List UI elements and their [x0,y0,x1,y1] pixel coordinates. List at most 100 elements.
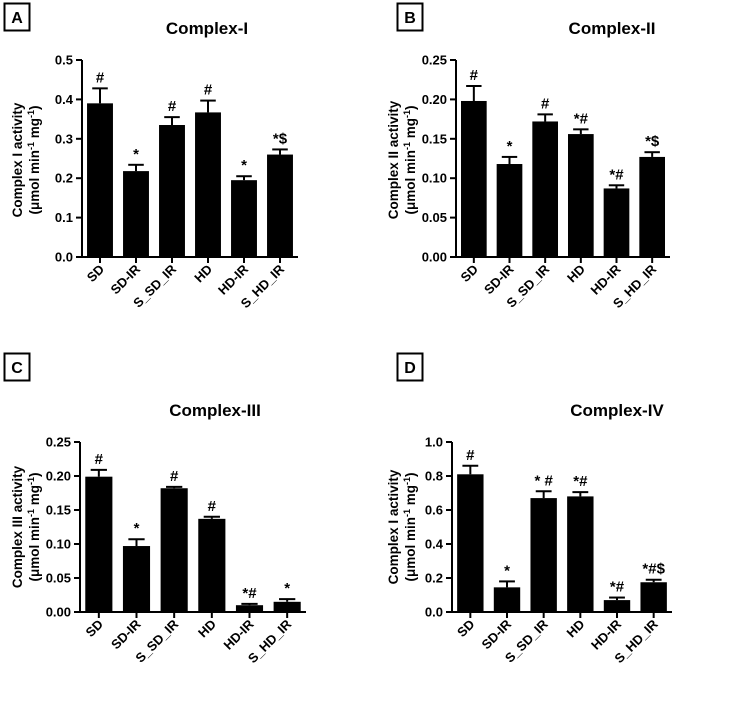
bar [460,100,487,257]
y-tick-label: 0.8 [425,469,443,484]
chart-title: Complex-IV [570,401,664,420]
bar [496,164,523,257]
y-axis-label-line2: (μmol min-1 mg-1) [26,472,42,581]
y-label-part: ) [403,105,418,110]
significance-label: # [96,69,105,86]
panel-letter: B [404,10,416,27]
bar [532,121,559,258]
significance-label: * [241,157,247,174]
panel-letter-box [396,352,424,382]
bar [235,605,264,612]
y-label-superscript: -1 [402,110,412,118]
y-axis-label-line1: Complex I activity [10,102,25,217]
y-label-part: mg [403,485,418,509]
y-tick-label: 0.4 [55,92,74,107]
significance-label: *$ [273,130,288,147]
significance-label: *# [242,585,257,602]
y-tick-label: 0.0 [425,605,443,620]
significance-label: *# [610,579,625,596]
bar [123,171,149,257]
y-label-part: ) [27,472,42,477]
y-axis-label: Complex I activity (μmol min-1 mg-1) [386,469,418,584]
y-label-part: ) [403,472,418,477]
y-label-part: (μmol min [403,517,418,582]
chart-title: Complex-II [569,19,656,38]
significance-label: # [168,98,177,115]
y-label-part: mg [403,118,418,142]
y-axis-label-line1: Complex I activity [386,469,401,584]
y-tick-label: 0.3 [55,131,73,146]
y-tick-label: 0.05 [422,210,447,225]
panel-letter-box [3,2,31,32]
y-label-part: ) [27,105,42,110]
significance-label: * [507,138,513,155]
y-tick-label: 0.15 [422,131,447,146]
y-axis-label: Complex III activity (μmol min-1 mg-1) [10,465,42,588]
x-tick-label: HD [195,617,219,641]
significance-label: * [504,562,510,579]
panel-a: A Complex-I Complex I activity (μmol min-1 … [3,2,298,311]
panel-c: C Complex-III Complex III activity (μmol mi… [3,352,306,666]
significance-label: # [95,451,104,468]
significance-label: *# [573,473,588,490]
y-label-part: (μmol min [27,150,42,215]
x-tick-label: SD [458,262,481,285]
y-axis-label: Complex II activity (μmol min-1 mg-1) [386,100,418,219]
y-tick-label: 0.00 [422,250,447,265]
bar [493,587,521,612]
y-tick-label: 1.0 [425,435,443,450]
significance-label: * [133,146,139,163]
y-tick-label: 0.10 [422,171,447,186]
bar [159,125,185,257]
y-label-part: (μmol min [27,517,42,582]
y-tick-label: 0.20 [422,92,447,107]
significance-label: # [170,468,179,485]
x-tick-label: HD [564,262,588,286]
chart-title: Complex-I [166,19,248,38]
panel-letter-box [3,352,31,382]
bar [198,518,226,612]
significance-label: *$ [645,133,660,150]
y-label-superscript: -1 [402,142,412,150]
significance-label: # [541,95,550,112]
y-tick-label: 0.25 [46,435,71,450]
panel-letter: C [11,360,23,377]
significance-label: *#$ [642,561,665,578]
y-tick-label: 0.00 [46,605,71,620]
x-tick-label: SD [454,617,477,640]
bar [87,103,113,257]
bar [567,134,594,257]
y-label-superscript: -1 [26,477,36,485]
y-label-superscript: -1 [26,509,36,517]
y-tick-label: 0.4 [425,537,444,552]
y-tick-label: 0.0 [55,250,73,265]
panel-letter: A [11,10,23,27]
significance-label: * # [534,472,553,489]
bar [603,600,631,612]
y-axis-label: Complex I activity (μmol min-1 mg-1) [10,102,42,217]
chart-title: Complex-III [169,401,261,420]
panel-b: B Complex-II Complex II activity (μmol min-… [386,2,670,311]
y-tick-label: 0.6 [425,503,443,518]
bar [273,601,301,612]
y-axis-label-line1: Complex II activity [386,100,401,219]
y-axis-label-line2: (μmol min-1 mg-1) [402,472,418,581]
bar [530,498,557,612]
y-label-superscript: -1 [402,477,412,485]
bar [195,112,221,257]
y-axis-label-line1: Complex III activity [10,465,25,588]
y-tick-label: 0.2 [425,571,443,586]
significance-label: # [208,498,217,515]
y-tick-label: 0.15 [46,503,71,518]
x-tick-label: SD [84,262,107,285]
bar [640,582,667,612]
bar [267,154,293,257]
x-tick-label: SD-IR [108,616,144,652]
bar [85,476,113,612]
y-axis-label-line2: (μmol min-1 mg-1) [402,105,418,214]
x-tick-label: HD-IR [220,616,257,653]
y-label-superscript: -1 [26,110,36,118]
significance-label: # [204,82,213,99]
bar [603,188,630,257]
